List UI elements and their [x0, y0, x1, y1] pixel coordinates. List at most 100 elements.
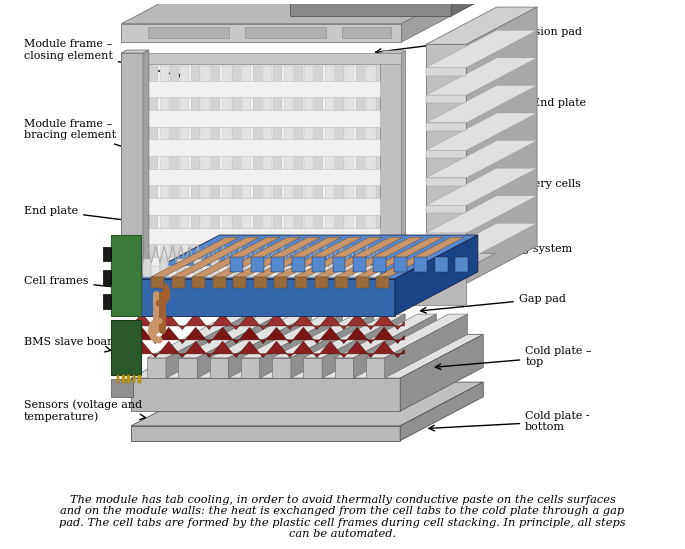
Polygon shape [202, 271, 209, 290]
Polygon shape [345, 65, 354, 279]
Polygon shape [233, 237, 321, 277]
Polygon shape [329, 259, 338, 277]
Polygon shape [244, 271, 250, 290]
Polygon shape [178, 314, 280, 358]
Polygon shape [151, 277, 164, 288]
Polygon shape [336, 237, 423, 277]
Polygon shape [353, 257, 366, 272]
Polygon shape [151, 266, 160, 277]
Polygon shape [143, 169, 380, 186]
Polygon shape [192, 277, 205, 288]
Polygon shape [121, 53, 143, 292]
Polygon shape [131, 426, 400, 441]
Polygon shape [143, 81, 380, 97]
Polygon shape [284, 65, 292, 279]
Polygon shape [227, 259, 236, 277]
Polygon shape [230, 257, 243, 272]
Text: End plate: End plate [453, 98, 586, 120]
Polygon shape [334, 314, 436, 358]
Text: Gap pad: Gap pad [421, 294, 566, 313]
Polygon shape [295, 277, 308, 288]
Polygon shape [228, 314, 312, 378]
Polygon shape [338, 266, 346, 277]
Polygon shape [135, 327, 404, 344]
Polygon shape [466, 7, 537, 283]
Polygon shape [295, 271, 301, 290]
Polygon shape [180, 65, 189, 279]
Polygon shape [426, 122, 466, 131]
Polygon shape [400, 334, 483, 411]
Polygon shape [135, 341, 404, 357]
Polygon shape [212, 271, 219, 290]
Polygon shape [304, 65, 313, 279]
Text: Cold plate –
top: Cold plate – top [435, 346, 592, 369]
Polygon shape [271, 257, 284, 272]
Polygon shape [143, 50, 149, 292]
Polygon shape [210, 314, 312, 358]
Polygon shape [234, 271, 240, 290]
Polygon shape [121, 50, 149, 53]
Polygon shape [405, 253, 495, 268]
Polygon shape [149, 27, 229, 38]
Polygon shape [426, 223, 537, 260]
Polygon shape [315, 237, 403, 277]
Text: End plate: End plate [24, 206, 132, 223]
Polygon shape [273, 65, 282, 279]
Polygon shape [426, 260, 466, 268]
Polygon shape [376, 65, 386, 279]
Polygon shape [111, 236, 140, 316]
Polygon shape [426, 195, 537, 233]
Polygon shape [426, 233, 466, 241]
Polygon shape [414, 257, 427, 272]
Polygon shape [270, 266, 278, 277]
Polygon shape [223, 271, 229, 290]
Polygon shape [356, 65, 364, 279]
Polygon shape [346, 259, 355, 277]
Polygon shape [136, 235, 478, 279]
Polygon shape [312, 259, 321, 277]
Polygon shape [332, 257, 345, 272]
Polygon shape [355, 266, 363, 277]
Polygon shape [353, 314, 436, 378]
Polygon shape [356, 237, 444, 277]
Polygon shape [245, 27, 326, 38]
Polygon shape [133, 375, 136, 383]
Polygon shape [151, 271, 157, 290]
Polygon shape [264, 271, 271, 290]
Polygon shape [212, 237, 300, 277]
Text: Cold plate -
bottom: Cold plate - bottom [429, 411, 590, 433]
Polygon shape [211, 259, 219, 277]
Polygon shape [136, 279, 395, 316]
Polygon shape [192, 237, 280, 277]
Polygon shape [122, 375, 125, 383]
Polygon shape [272, 358, 291, 378]
Polygon shape [219, 266, 227, 277]
Polygon shape [380, 53, 401, 292]
Polygon shape [140, 271, 147, 290]
Polygon shape [222, 65, 231, 279]
Polygon shape [336, 271, 342, 290]
Polygon shape [456, 257, 468, 272]
Polygon shape [451, 0, 495, 16]
Polygon shape [371, 266, 380, 277]
Text: Compression pad: Compression pad [375, 27, 582, 54]
Polygon shape [426, 113, 537, 150]
Polygon shape [312, 257, 325, 272]
Polygon shape [303, 314, 406, 358]
Polygon shape [291, 314, 374, 378]
Polygon shape [366, 65, 375, 279]
Polygon shape [426, 58, 537, 95]
Polygon shape [147, 358, 166, 378]
Polygon shape [285, 271, 291, 290]
Polygon shape [400, 382, 483, 441]
Polygon shape [303, 266, 312, 277]
Polygon shape [186, 266, 194, 277]
Polygon shape [143, 139, 380, 156]
Polygon shape [253, 65, 262, 279]
Polygon shape [233, 277, 246, 288]
Polygon shape [121, 53, 143, 292]
Polygon shape [290, 0, 451, 16]
Text: Module frame –
bracing element: Module frame – bracing element [24, 119, 149, 156]
Polygon shape [316, 271, 322, 290]
Polygon shape [426, 141, 537, 178]
